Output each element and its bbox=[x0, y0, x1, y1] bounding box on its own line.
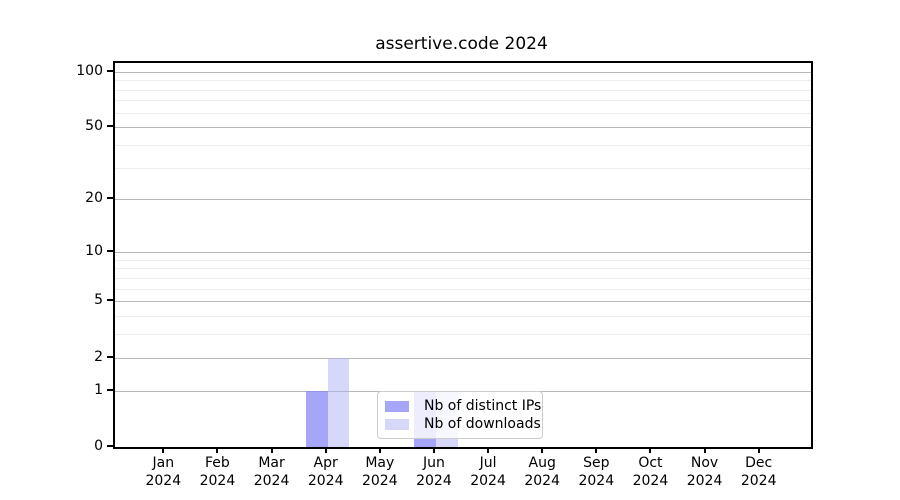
legend-color-swatch bbox=[385, 400, 409, 412]
legend: Nb of distinct IPs Nb of downloads bbox=[377, 391, 543, 439]
x-tick-label: Mar 2024 bbox=[237, 454, 307, 490]
x-tick-year: 2024 bbox=[145, 473, 182, 489]
x-tick-label: Jul 2024 bbox=[453, 454, 523, 490]
x-tick-label: Apr 2024 bbox=[291, 454, 361, 490]
x-tick-year: 2024 bbox=[578, 473, 615, 489]
bar-nb-of-distinct-ips bbox=[306, 390, 328, 447]
x-tick-mark bbox=[487, 447, 490, 453]
x-tick-mark bbox=[378, 447, 381, 453]
major-gridline bbox=[115, 199, 811, 201]
y-tick-mark bbox=[107, 355, 113, 358]
y-tick-mark bbox=[107, 445, 113, 447]
x-tick-label: Jan 2024 bbox=[128, 454, 198, 490]
x-tick-month: Mar bbox=[258, 455, 285, 471]
x-tick-month: Sep bbox=[583, 455, 610, 471]
y-tick-mark bbox=[107, 197, 113, 200]
x-tick-month: Aug bbox=[528, 455, 556, 471]
x-tick-label: Dec 2024 bbox=[724, 454, 794, 490]
x-tick-label: Oct 2024 bbox=[615, 454, 685, 490]
x-tick-year: 2024 bbox=[416, 473, 452, 489]
minor-gridline bbox=[115, 259, 811, 261]
x-tick-mark bbox=[432, 447, 435, 453]
x-tick-month: Oct bbox=[638, 455, 663, 471]
major-gridline bbox=[115, 301, 811, 303]
x-tick-label: Sep 2024 bbox=[561, 454, 631, 490]
y-tick-label: 0 bbox=[94, 438, 103, 454]
x-tick-mark bbox=[162, 447, 165, 453]
y-tick-label: 1 bbox=[94, 381, 103, 398]
minor-gridline bbox=[115, 167, 811, 169]
x-tick-mark bbox=[757, 447, 760, 453]
x-tick-year: 2024 bbox=[632, 473, 669, 489]
y-tick-label: 10 bbox=[85, 243, 103, 260]
legend-label: Nb of downloads bbox=[424, 416, 541, 432]
x-tick-label: Jun 2024 bbox=[399, 454, 469, 490]
major-gridline bbox=[115, 127, 811, 129]
bar-nb-of-downloads bbox=[327, 357, 350, 447]
x-tick-month: Dec bbox=[745, 455, 773, 471]
minor-gridline bbox=[115, 268, 811, 270]
chart-title: assertive.code 2024 bbox=[375, 34, 548, 54]
minor-gridline bbox=[115, 112, 811, 114]
x-tick-mark bbox=[216, 447, 219, 453]
x-tick-mark bbox=[270, 447, 273, 453]
major-gridline bbox=[115, 71, 811, 73]
x-tick-mark bbox=[541, 447, 544, 453]
x-tick-mark bbox=[595, 447, 598, 453]
x-tick-month: Jun bbox=[422, 455, 445, 471]
x-tick-year: 2024 bbox=[740, 473, 777, 489]
x-tick-year: 2024 bbox=[199, 473, 236, 489]
x-tick-month: May bbox=[365, 455, 395, 471]
y-tick-mark bbox=[107, 299, 113, 302]
legend-item: Nb of downloads bbox=[385, 415, 542, 433]
y-tick-label: 50 bbox=[85, 118, 103, 135]
y-tick-label: 5 bbox=[94, 292, 103, 309]
y-tick-mark bbox=[107, 250, 113, 253]
y-tick-label: 100 bbox=[76, 62, 103, 79]
x-tick-label: Feb 2024 bbox=[182, 454, 252, 490]
legend-color-swatch bbox=[385, 418, 409, 430]
major-gridline bbox=[115, 252, 811, 254]
minor-gridline bbox=[115, 288, 811, 290]
minor-gridline bbox=[115, 277, 811, 279]
x-tick-mark bbox=[649, 447, 652, 453]
x-tick-year: 2024 bbox=[307, 473, 344, 489]
x-tick-label: May 2024 bbox=[345, 454, 415, 490]
x-tick-year: 2024 bbox=[470, 473, 506, 489]
x-tick-month: Feb bbox=[205, 455, 230, 471]
major-gridline bbox=[115, 357, 811, 359]
minor-gridline bbox=[115, 145, 811, 147]
x-tick-year: 2024 bbox=[524, 473, 560, 489]
minor-gridline bbox=[115, 100, 811, 102]
legend-label: Nb of distinct IPs bbox=[424, 398, 542, 414]
x-tick-month: Apr bbox=[313, 455, 338, 471]
y-tick-mark bbox=[107, 125, 113, 128]
x-tick-year: 2024 bbox=[253, 473, 290, 489]
x-tick-label: Aug 2024 bbox=[507, 454, 577, 490]
x-tick-year: 2024 bbox=[361, 473, 398, 489]
y-tick-label: 2 bbox=[94, 348, 103, 365]
y-tick-label: 20 bbox=[85, 190, 103, 207]
x-tick-month: Jan bbox=[152, 455, 175, 471]
minor-gridline bbox=[115, 89, 811, 91]
y-tick-mark bbox=[107, 388, 113, 391]
x-tick-mark bbox=[703, 447, 706, 453]
minor-gridline bbox=[115, 316, 811, 318]
y-tick-mark bbox=[107, 69, 113, 72]
x-tick-year: 2024 bbox=[686, 473, 723, 489]
x-tick-mark bbox=[324, 447, 327, 453]
minor-gridline bbox=[115, 80, 811, 82]
x-tick-month: Nov bbox=[690, 455, 719, 471]
x-tick-month: Jul bbox=[479, 455, 497, 471]
x-tick-label: Nov 2024 bbox=[670, 454, 740, 490]
minor-gridline bbox=[115, 334, 811, 336]
legend-item: Nb of distinct IPs bbox=[385, 397, 542, 415]
